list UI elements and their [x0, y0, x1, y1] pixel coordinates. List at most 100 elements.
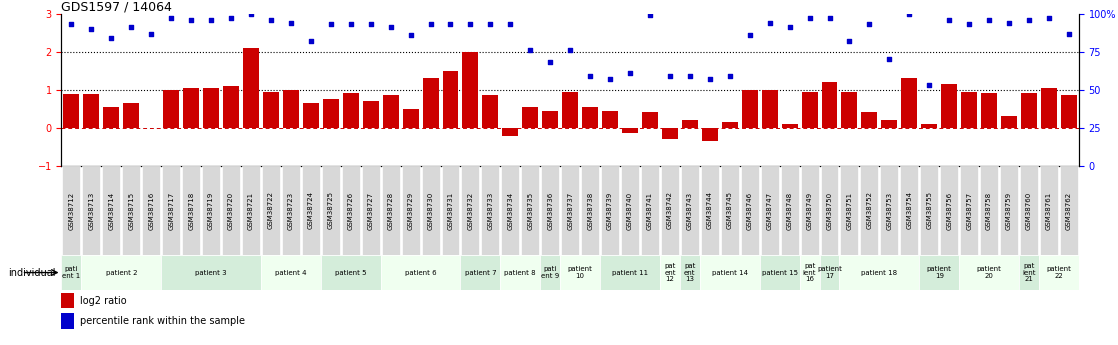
FancyBboxPatch shape — [819, 255, 840, 290]
FancyBboxPatch shape — [262, 166, 280, 255]
Text: GSM38728: GSM38728 — [388, 191, 394, 229]
Point — [880, 57, 898, 62]
Text: GSM38746: GSM38746 — [747, 191, 752, 229]
Text: GSM38742: GSM38742 — [667, 191, 673, 229]
Text: pat
ent
13: pat ent 13 — [684, 263, 695, 282]
Bar — [881, 120, 898, 128]
FancyBboxPatch shape — [660, 255, 680, 290]
Bar — [582, 107, 598, 128]
FancyBboxPatch shape — [900, 166, 918, 255]
Point — [442, 22, 459, 27]
FancyBboxPatch shape — [362, 166, 380, 255]
Text: GSM38734: GSM38734 — [508, 191, 513, 229]
FancyBboxPatch shape — [482, 166, 500, 255]
Point — [780, 25, 798, 30]
Bar — [382, 96, 399, 128]
FancyBboxPatch shape — [83, 166, 101, 255]
Text: GSM38712: GSM38712 — [68, 191, 75, 229]
Text: GSM38743: GSM38743 — [686, 191, 693, 229]
Text: GSM38716: GSM38716 — [149, 191, 154, 229]
FancyBboxPatch shape — [222, 166, 240, 255]
Text: patient 6: patient 6 — [405, 269, 436, 276]
Bar — [941, 84, 957, 128]
Point — [1040, 16, 1058, 21]
Text: patient
19: patient 19 — [927, 266, 951, 279]
Text: GSM38721: GSM38721 — [248, 191, 254, 229]
FancyBboxPatch shape — [241, 166, 260, 255]
FancyBboxPatch shape — [1001, 166, 1018, 255]
Bar — [123, 103, 140, 128]
Text: GSM38751: GSM38751 — [846, 191, 852, 229]
Text: GSM38726: GSM38726 — [348, 191, 353, 229]
FancyBboxPatch shape — [700, 255, 760, 290]
FancyBboxPatch shape — [321, 255, 380, 290]
Bar — [642, 112, 659, 128]
Point — [1001, 20, 1018, 26]
Bar — [901, 78, 917, 128]
FancyBboxPatch shape — [462, 166, 480, 255]
Text: GSM38725: GSM38725 — [328, 191, 334, 229]
FancyBboxPatch shape — [142, 166, 160, 255]
Bar — [522, 107, 538, 128]
Point — [103, 35, 121, 41]
Point — [63, 22, 80, 27]
Point — [202, 17, 220, 23]
Text: GSM38727: GSM38727 — [368, 191, 373, 229]
FancyBboxPatch shape — [581, 166, 599, 255]
Bar — [822, 82, 837, 128]
Text: GSM38724: GSM38724 — [307, 191, 314, 229]
Text: GSM38757: GSM38757 — [966, 191, 973, 229]
Point — [641, 12, 659, 18]
Text: GSM38750: GSM38750 — [826, 191, 833, 229]
Bar — [283, 90, 299, 128]
Point — [162, 16, 180, 21]
Text: percentile rank within the sample: percentile rank within the sample — [79, 316, 245, 326]
Bar — [662, 128, 678, 139]
Bar — [61, 313, 74, 329]
FancyBboxPatch shape — [442, 166, 459, 255]
FancyBboxPatch shape — [880, 166, 899, 255]
Point — [302, 38, 320, 44]
Text: patient 18: patient 18 — [861, 269, 898, 276]
Bar — [802, 92, 817, 128]
FancyBboxPatch shape — [1040, 166, 1058, 255]
Text: pati
ent 9: pati ent 9 — [541, 266, 559, 279]
FancyBboxPatch shape — [799, 255, 819, 290]
FancyBboxPatch shape — [560, 255, 600, 290]
Bar — [402, 109, 418, 128]
Text: GDS1597 / 14064: GDS1597 / 14064 — [61, 1, 172, 14]
FancyBboxPatch shape — [680, 255, 700, 290]
Bar — [842, 92, 858, 128]
Bar — [61, 293, 74, 308]
Text: GSM38756: GSM38756 — [946, 191, 953, 229]
Point — [282, 20, 300, 26]
Bar — [741, 90, 758, 128]
Text: GSM38732: GSM38732 — [467, 191, 473, 229]
Text: patient 14: patient 14 — [712, 269, 748, 276]
Point — [521, 48, 539, 53]
FancyBboxPatch shape — [980, 166, 998, 255]
Text: GSM38731: GSM38731 — [447, 191, 454, 229]
Point — [342, 22, 360, 27]
FancyBboxPatch shape — [202, 166, 220, 255]
Point — [362, 22, 380, 27]
FancyBboxPatch shape — [521, 166, 539, 255]
Bar — [323, 99, 339, 128]
Bar — [761, 90, 778, 128]
FancyBboxPatch shape — [760, 255, 799, 290]
Bar — [562, 92, 578, 128]
Bar — [502, 128, 519, 136]
FancyBboxPatch shape — [342, 166, 360, 255]
Text: GSM38748: GSM38748 — [787, 191, 793, 229]
Text: patient 15: patient 15 — [761, 269, 797, 276]
Bar — [362, 101, 379, 128]
FancyBboxPatch shape — [380, 255, 461, 290]
Point — [541, 60, 559, 65]
Text: patient 5: patient 5 — [335, 269, 367, 276]
Text: GSM38717: GSM38717 — [168, 191, 174, 229]
Point — [960, 22, 978, 27]
Text: patient
20: patient 20 — [977, 266, 1002, 279]
FancyBboxPatch shape — [282, 166, 300, 255]
Text: GSM38755: GSM38755 — [926, 191, 932, 229]
Bar — [443, 71, 458, 128]
